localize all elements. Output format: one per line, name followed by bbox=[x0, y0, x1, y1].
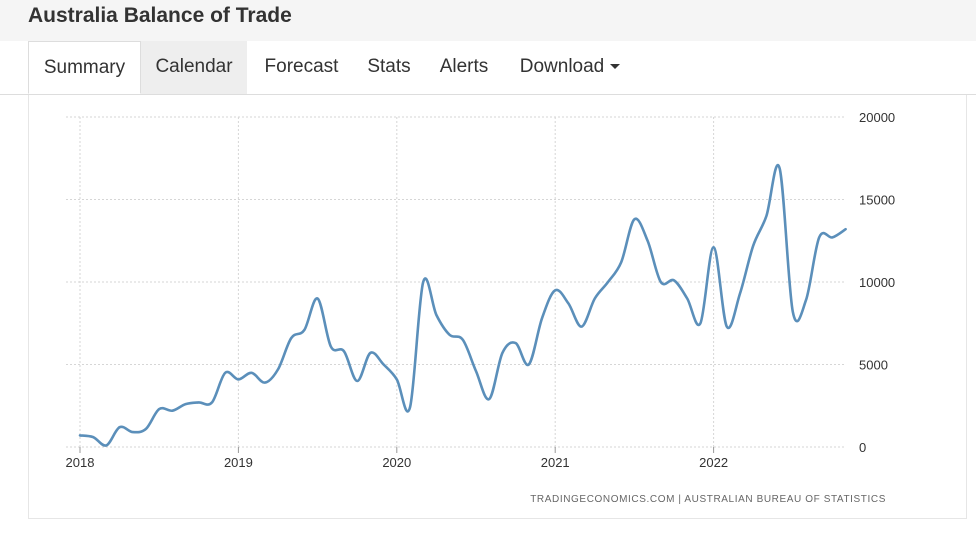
tab-forecast[interactable]: Forecast bbox=[264, 56, 339, 77]
x-tick-label: 2018 bbox=[66, 455, 95, 470]
title-bar: Australia Balance of Trade bbox=[0, 0, 976, 42]
x-tick-label: 2021 bbox=[541, 455, 570, 470]
x-tick-label: 2020 bbox=[382, 455, 411, 470]
y-axis-labels: 0 5000 10000 15000 20000 bbox=[859, 110, 895, 455]
x-axis-labels: 2018 2019 2020 2021 2022 bbox=[66, 455, 729, 470]
source-credit: TRADINGECONOMICS.COM | AUSTRALIAN BUREAU… bbox=[530, 494, 886, 505]
x-tick-label: 2022 bbox=[699, 455, 728, 470]
series-line-balance-of-trade bbox=[78, 164, 847, 447]
chart-grid bbox=[66, 116, 846, 453]
y-tick-label: 15000 bbox=[859, 193, 895, 208]
y-tick-label: 0 bbox=[859, 440, 866, 455]
tab-summary[interactable]: Summary bbox=[28, 41, 141, 94]
tab-bar: Summary Calendar Forecast Stats Alerts D… bbox=[0, 41, 976, 95]
tab-download-label: Download bbox=[519, 56, 605, 77]
y-tick-label: 5000 bbox=[859, 358, 888, 373]
caret-down-icon bbox=[610, 64, 621, 70]
x-tick-label: 2019 bbox=[224, 455, 253, 470]
tab-stats[interactable]: Stats bbox=[367, 56, 411, 77]
y-tick-label: 10000 bbox=[859, 275, 895, 290]
chart-panel bbox=[28, 95, 967, 519]
y-tick-label: 20000 bbox=[859, 110, 895, 125]
page-title: Australia Balance of Trade bbox=[28, 4, 292, 27]
tab-alerts[interactable]: Alerts bbox=[439, 56, 489, 77]
tab-calendar[interactable]: Calendar bbox=[141, 41, 247, 94]
tab-download[interactable]: Download bbox=[506, 41, 634, 94]
